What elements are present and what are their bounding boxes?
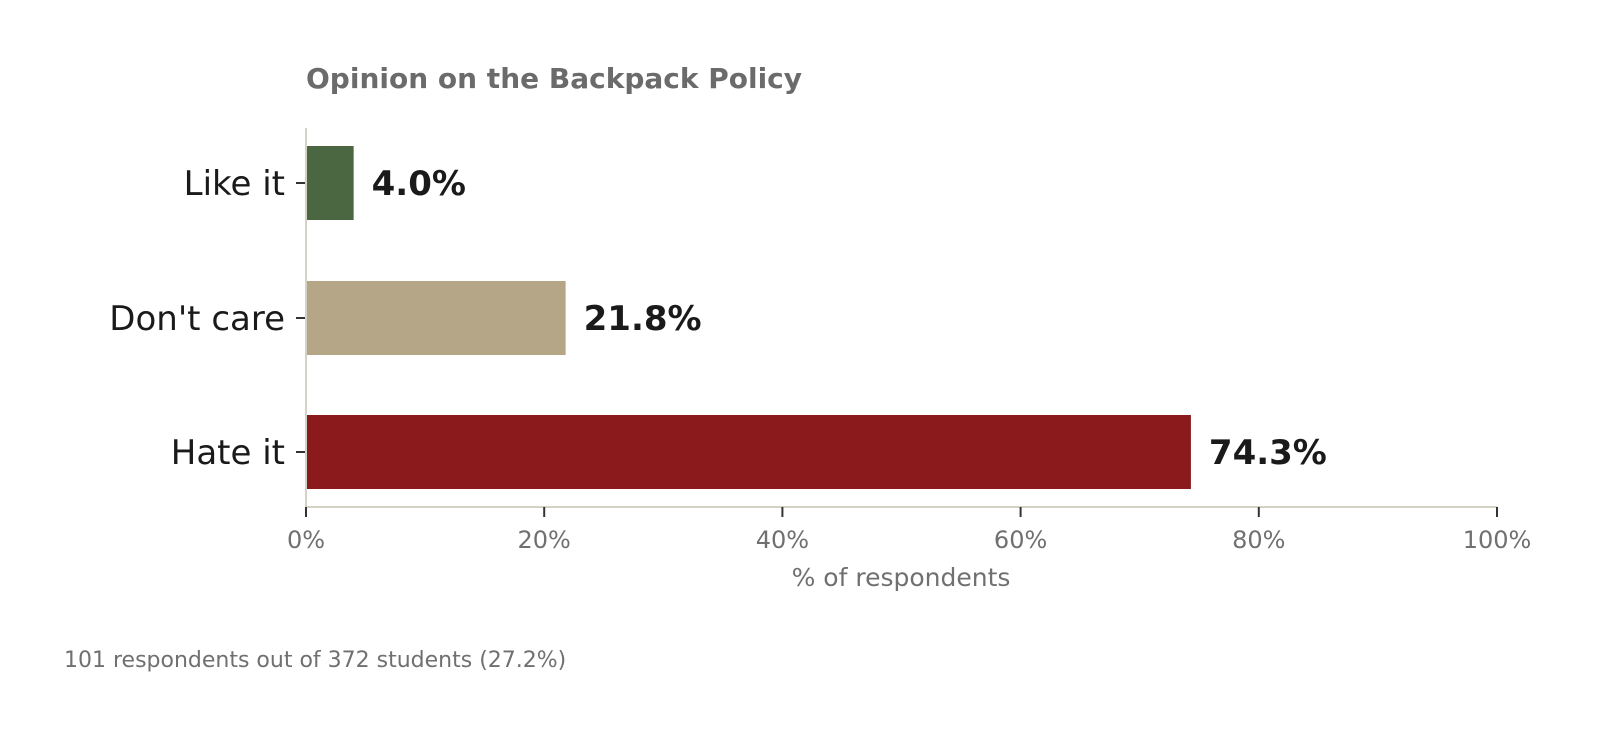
category-label-like-it: Like it <box>184 164 285 204</box>
chart-title: Opinion on the Backpack Policy <box>306 62 802 95</box>
category-label-hate-it: Hate it <box>171 433 285 473</box>
value-label-don-t-care: 21.8% <box>584 299 702 339</box>
x-tick-label-0: 0% <box>287 526 325 554</box>
x-tick-label-100: 100% <box>1463 526 1532 554</box>
bar-don-t-care <box>306 281 566 355</box>
x-tick-label-20: 20% <box>518 526 571 554</box>
x-tick-label-40: 40% <box>756 526 809 554</box>
bar-like-it <box>306 146 354 220</box>
bar-hate-it <box>306 415 1191 489</box>
axes-layer: Like it Don't care Hate it 0% 20% 40% 60% 80% 10… <box>109 128 1531 554</box>
value-label-like-it: 4.0% <box>372 164 466 204</box>
category-label-don-t-care: Don't care <box>109 299 285 339</box>
bars-layer: 4.0% 21.8% 74.3% <box>306 146 1327 489</box>
footnote: 101 respondents out of 372 students (27.… <box>64 648 566 673</box>
value-label-hate-it: 74.3% <box>1209 433 1327 473</box>
x-tick-label-60: 60% <box>994 526 1047 554</box>
x-tick-label-80: 80% <box>1232 526 1285 554</box>
x-axis-label: % of respondents <box>792 563 1011 592</box>
